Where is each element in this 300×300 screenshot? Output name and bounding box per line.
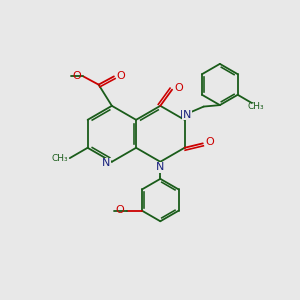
Text: N: N (156, 163, 164, 173)
Text: CH₃: CH₃ (51, 154, 68, 163)
Text: O: O (72, 71, 81, 81)
Text: O: O (116, 205, 124, 215)
Text: CH₃: CH₃ (247, 102, 264, 111)
Text: O: O (174, 83, 183, 93)
Text: N: N (101, 159, 110, 169)
Text: O: O (116, 71, 125, 81)
Text: N: N (156, 162, 164, 172)
Text: O: O (205, 137, 214, 147)
Text: N: N (180, 110, 189, 119)
Text: N: N (102, 158, 111, 168)
Text: N: N (183, 110, 191, 119)
